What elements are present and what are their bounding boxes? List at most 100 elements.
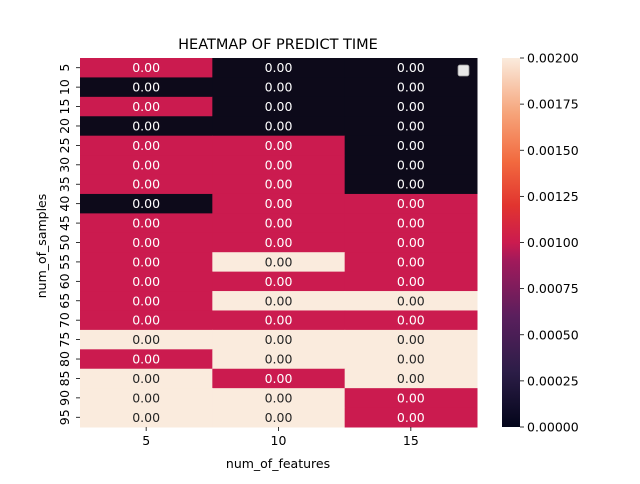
cell-value-label: 0.00 (397, 274, 425, 289)
heatmap-cell (212, 271, 346, 292)
cell-value-label: 0.00 (132, 371, 160, 386)
heatmap-cell (212, 174, 346, 195)
heatmap-cell (344, 271, 478, 292)
heatmap-cell (80, 329, 213, 350)
cell-value-label: 0.00 (397, 157, 425, 172)
cell-value-label: 0.00 (265, 216, 293, 231)
y-tick-label: 50 (57, 235, 72, 251)
cell-value-label: 0.00 (265, 332, 293, 347)
cell-value-label: 0.00 (397, 371, 425, 386)
heatmap-cell (212, 310, 346, 331)
y-tick-label: 20 (57, 118, 72, 134)
cell-value-label: 0.00 (265, 313, 293, 328)
x-tick-label: 10 (271, 433, 287, 448)
heatmap-cell (212, 232, 346, 253)
heatmap-cell (344, 213, 478, 234)
cell-value-label: 0.00 (265, 196, 293, 211)
heatmap-cell (80, 252, 213, 273)
chart-title: HEATMAP OF PREDICT TIME (178, 37, 378, 53)
heatmap-cell (212, 155, 346, 176)
cell-value-label: 0.00 (265, 118, 293, 133)
x-axis-ticks: 5 10 15 (142, 427, 419, 448)
cell-value-label: 0.00 (132, 410, 160, 425)
heatmap-cell (80, 271, 213, 292)
heatmap-cell (344, 155, 478, 176)
y-axis-label: num_of_samples (34, 194, 49, 299)
x-tick-label: 15 (403, 433, 419, 448)
heatmap-cell (344, 58, 478, 78)
colorbar-tick-label: 0.00150 (527, 143, 579, 158)
heatmap-cell (80, 349, 213, 370)
cell-value-label: 0.00 (397, 410, 425, 425)
cell-value-label: 0.00 (397, 196, 425, 211)
heatmap-cell (344, 77, 478, 98)
heatmap-cell (80, 135, 213, 156)
cell-value-label: 0.00 (397, 332, 425, 347)
cell-value-label: 0.00 (132, 254, 160, 269)
heatmap-cell (344, 252, 478, 273)
heatmap-cell (212, 291, 346, 311)
cell-value-label: 0.00 (132, 216, 160, 231)
cell-value-label: 0.00 (265, 352, 293, 367)
cell-value-label: 0.00 (397, 80, 425, 95)
cell-value-label: 0.00 (265, 80, 293, 95)
y-tick-label: 60 (57, 273, 72, 289)
y-tick-label: 45 (57, 215, 72, 231)
heatmap-cell (344, 349, 478, 370)
y-tick-label: 95 (57, 409, 72, 425)
heatmap-cell (344, 193, 478, 214)
heatmap-cell (212, 407, 346, 428)
y-tick-label: 85 (57, 370, 72, 386)
heatmap-cell (344, 232, 478, 253)
colorbar-tick-label: 0.00025 (527, 373, 579, 388)
cell-value-label: 0.00 (397, 138, 425, 153)
x-axis-label: num_of_features (226, 456, 330, 471)
cell-value-label: 0.00 (265, 254, 293, 269)
y-tick-label: 80 (57, 351, 72, 367)
cell-value-label: 0.00 (132, 99, 160, 114)
heatmap-cell (212, 135, 346, 156)
heatmap-cell (212, 116, 346, 137)
heatmap-cell (212, 368, 346, 389)
heatmap-cell (80, 368, 213, 389)
cell-value-label: 0.00 (132, 196, 160, 211)
heatmap-cell (212, 213, 346, 234)
y-tick-label: 15 (57, 99, 72, 115)
heatmap-cell (212, 349, 346, 370)
cell-value-label: 0.00 (265, 177, 293, 192)
heatmap-cell (212, 252, 346, 273)
cell-value-label: 0.00 (397, 99, 425, 114)
cell-value-label: 0.00 (132, 118, 160, 133)
heatmap-cell (80, 116, 213, 137)
cell-value-label: 0.00 (265, 99, 293, 114)
cell-value-label: 0.00 (265, 390, 293, 405)
heatmap-cell (80, 77, 213, 98)
cell-value-label: 0.00 (397, 118, 425, 133)
cell-value-label: 0.00 (265, 138, 293, 153)
cell-value-label: 0.00 (132, 235, 160, 250)
cell-value-label: 0.00 (397, 235, 425, 250)
heatmap-cell (80, 193, 213, 214)
colorbar-tick-label: 0.00050 (527, 327, 579, 342)
heatmap-cell (212, 58, 346, 78)
heatmap-cell (344, 116, 478, 137)
heatmap-cell (80, 310, 213, 331)
heatmap-cell (80, 96, 213, 117)
heatmap-cell (80, 407, 213, 428)
heatmap-cell (212, 388, 346, 409)
cell-value-label: 0.00 (132, 274, 160, 289)
heatmap-cell (344, 368, 478, 389)
y-tick-label: 65 (57, 293, 72, 309)
cell-value-label: 0.00 (397, 352, 425, 367)
y-tick-label: 10 (57, 79, 72, 95)
heatmap-cell (212, 329, 346, 350)
cell-value-label: 0.00 (132, 157, 160, 172)
y-tick-label: 90 (57, 390, 72, 406)
heatmap-cell (344, 407, 478, 428)
cell-value-label: 0.00 (132, 138, 160, 153)
heatmap-cell (80, 291, 213, 311)
cell-value-label: 0.00 (132, 313, 160, 328)
heatmap-cell (80, 388, 213, 409)
cell-value-label: 0.00 (265, 371, 293, 386)
